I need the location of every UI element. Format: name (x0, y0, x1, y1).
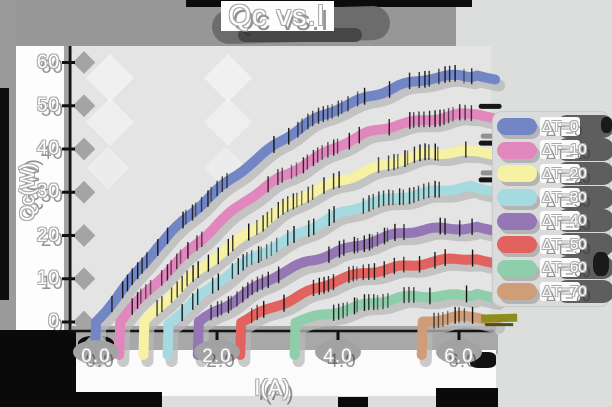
series-line (162, 180, 501, 360)
series-line (235, 253, 501, 360)
ytick-panel (16, 46, 66, 334)
series-shadow (117, 113, 506, 367)
series-ΔT=70 (416, 306, 518, 367)
hatch-marks (131, 104, 473, 315)
bottom-right-black-strip (436, 388, 498, 407)
series-shadow (93, 74, 506, 367)
y-tick-shadow (72, 51, 96, 74)
series-line (114, 108, 501, 360)
hatch-marks (332, 285, 468, 321)
series-line (416, 310, 501, 360)
y-tick-shadow (72, 137, 96, 161)
series-ΔT=50 (235, 249, 506, 367)
bottom-left-black-block (0, 330, 76, 407)
series-shadow (292, 293, 506, 367)
hatch-marks (181, 180, 440, 322)
y-tick-shadow (72, 94, 96, 118)
hatch-marks (156, 141, 467, 317)
y-tick-shadow (72, 267, 96, 291)
hatch-marks (210, 217, 473, 321)
axis-spines (68, 46, 494, 333)
series-line (192, 221, 501, 360)
series-ΔT=40 (192, 217, 506, 367)
y-tick-shadow (72, 224, 96, 247)
series-shadow (141, 150, 506, 367)
hatch-marks (111, 64, 473, 313)
series-ΔT=30 (162, 170, 506, 367)
series-ΔT=0 (90, 64, 506, 367)
hatch-marks (250, 249, 474, 324)
y-tick-shadow (72, 310, 96, 334)
hatch-marks (433, 306, 474, 329)
bottom-black-notch (338, 397, 368, 407)
series-shadow (238, 258, 506, 367)
end-cap-dash (481, 313, 518, 323)
bottom-black-strip (76, 392, 162, 407)
y-tick-shadow (72, 180, 96, 204)
left-black-strip (0, 88, 9, 300)
series-ΔT=60 (289, 285, 506, 367)
series-ΔT=10 (114, 103, 506, 367)
